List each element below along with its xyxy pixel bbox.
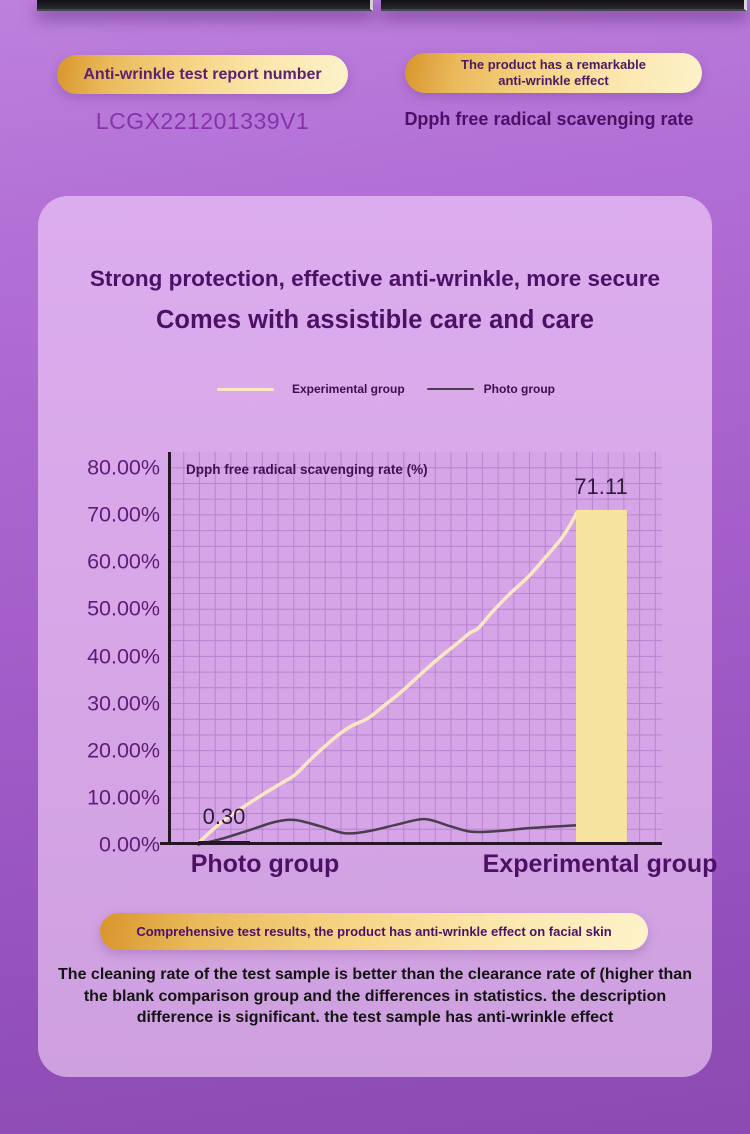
chart-legend: Experimental group Photo group [38, 382, 712, 396]
bar-value-experimental: 71.11 [574, 474, 628, 499]
legend-label-experimental: Experimental group [291, 382, 405, 396]
result-badge: Comprehensive test results, the product … [100, 913, 648, 950]
card-subtitle: Comes with assistible care and care [156, 306, 594, 334]
effect-badge-line1: The product has a remarkable [461, 57, 646, 72]
y-axis-tick: 0.00% [99, 832, 160, 857]
info-card: Strong protection, effective anti-wrinkl… [38, 196, 717, 1077]
x-axis-label-experimental: Experimental group [482, 850, 718, 878]
chart-inner-title: Dpph free radical scavenging rate (%) [186, 462, 428, 477]
y-axis-tick: 10.00% [87, 785, 160, 810]
legend-line-experimental-icon [216, 387, 274, 391]
legend-line-photo-icon [426, 388, 474, 390]
bar-value-photo: 0.30 [202, 804, 246, 829]
product-photo-right [381, 0, 747, 11]
footnote-line: The cleaning rate of the test sample is … [58, 966, 692, 983]
effect-badge-line2: anti-wrinkle effect [498, 73, 609, 88]
y-axis: 80.00% 70.00% 60.00% 50.00% 40.00% 30.00% 20.0… [38, 452, 160, 857]
footnote-line: difference is significant. the test samp… [136, 1009, 614, 1026]
effect-badge: The product has a remarkable anti-wrinkl… [405, 53, 702, 93]
legend-label-photo: Photo group [483, 382, 555, 396]
x-axis-label-photo: Photo group [190, 850, 340, 878]
y-axis-tick: 40.00% [87, 644, 160, 669]
card-title: Strong protection, effective anti-wrinkl… [89, 266, 661, 291]
product-photo-left [37, 0, 373, 11]
chart-plot: Dpph free radical scavenging rate (%) 0.… [160, 452, 662, 846]
line-chart [160, 452, 662, 846]
report-badge: Anti-wrinkle test report number [57, 55, 348, 94]
report-badge-label: Anti-wrinkle test report number [83, 65, 322, 83]
y-axis-tick: 50.00% [87, 596, 160, 621]
result-badge-label: Comprehensive test results, the product … [136, 924, 612, 939]
y-axis-tick: 60.00% [87, 549, 160, 574]
y-axis-tick: 30.00% [87, 691, 160, 716]
y-axis-tick: 80.00% [87, 455, 160, 480]
y-axis-tick: 70.00% [87, 502, 160, 527]
footnote: The cleaning rate of the test sample is … [38, 964, 712, 1029]
y-axis-tick: 20.00% [87, 738, 160, 763]
footnote-line: the blank comparison group and the diffe… [83, 987, 667, 1005]
report-number: LCGX221201339V1 [95, 108, 310, 134]
effect-caption: Dpph free radical scavenging rate [404, 109, 694, 129]
